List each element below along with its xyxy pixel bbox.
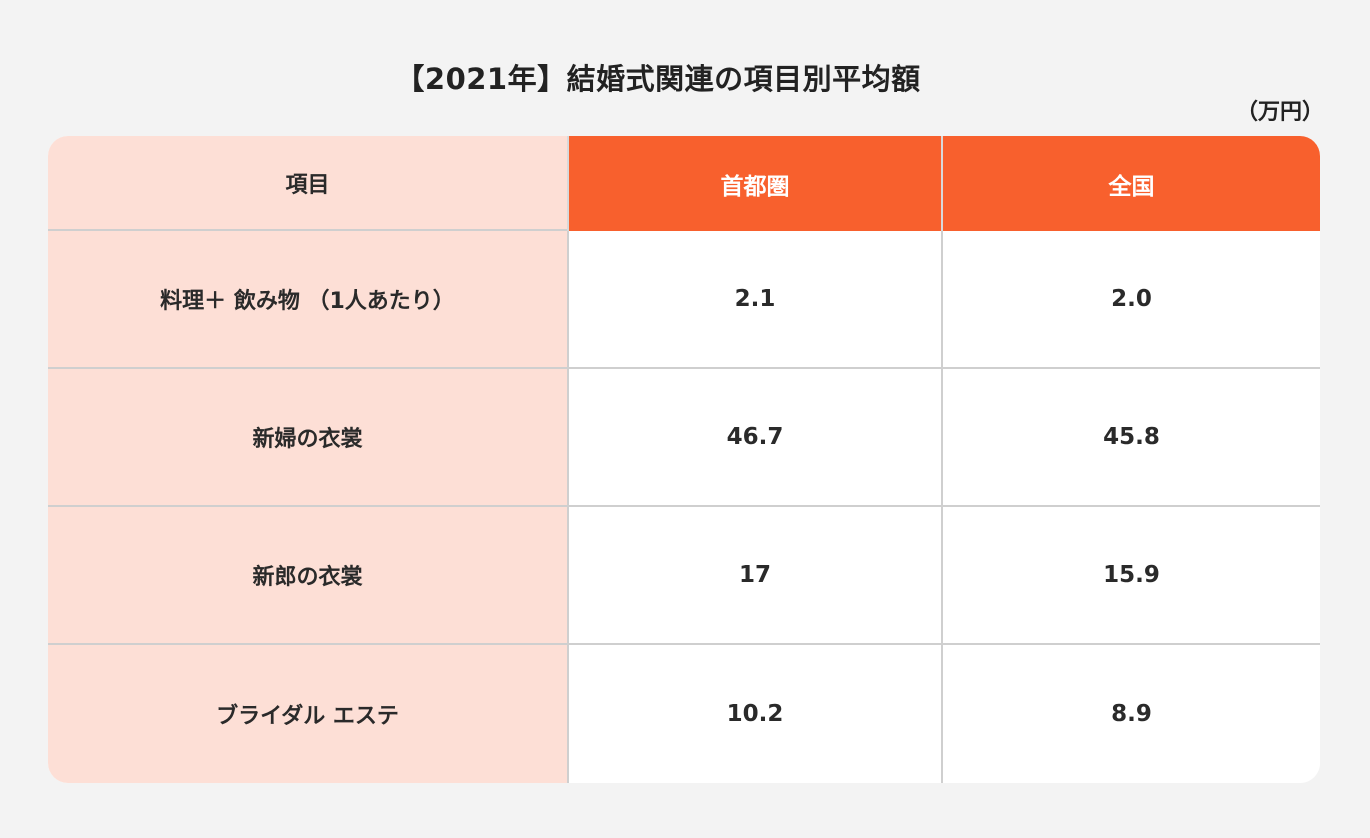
value-zenkoku: 2.0 xyxy=(941,231,1320,369)
value-shutoken: 17 xyxy=(567,507,941,645)
value-zenkoku: 15.9 xyxy=(941,507,1320,645)
value-shutoken: 10.2 xyxy=(567,645,941,783)
row-item-groom-costume: 新郎の衣裳 xyxy=(48,507,567,645)
average-cost-table: 項目 首都圏 全国 料理＋ 飲み物 （1人あたり） 2.1 2.0 新婦の衣裳 … xyxy=(48,136,1320,783)
row-item-food-drink: 料理＋ 飲み物 （1人あたり） xyxy=(48,231,567,369)
value-zenkoku: 8.9 xyxy=(941,645,1320,783)
header-shutoken: 首都圏 xyxy=(567,136,941,231)
header-zenkoku: 全国 xyxy=(941,136,1320,231)
page-title: 【2021年】結婚式関連の項目別平均額 xyxy=(395,62,921,96)
value-zenkoku: 45.8 xyxy=(941,369,1320,507)
unit-label: （万円） xyxy=(1235,100,1324,125)
row-item-bride-costume: 新婦の衣裳 xyxy=(48,369,567,507)
header-item: 項目 xyxy=(48,136,567,231)
value-shutoken: 2.1 xyxy=(567,231,941,369)
value-shutoken: 46.7 xyxy=(567,369,941,507)
row-item-bridal-esthe: ブライダル エステ xyxy=(48,645,567,783)
